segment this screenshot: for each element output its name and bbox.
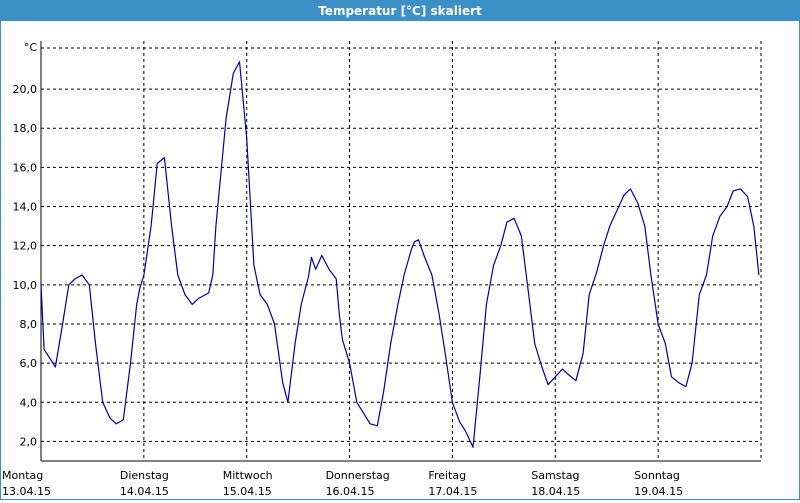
y-tick-label: 20,0	[13, 83, 38, 96]
y-tick-label: 6,0	[20, 357, 38, 370]
x-date-label: 17.04.15	[428, 485, 477, 498]
x-day-label: Dienstag	[120, 469, 169, 482]
y-tick-label: 2,0	[20, 435, 38, 448]
y-axis-unit-label: °C	[24, 41, 38, 54]
temperature-chart: 2,0 4,0 6,0 8,0 10,0 12,0 14,0 16,0 18,0 20,0 °C Mo…	[2, 41, 762, 498]
x-day-label: Freitag	[428, 469, 466, 482]
axis-labels: 2,0 4,0 6,0 8,0 10,0 12,0 14,0 16,0 18,0 20,0 °C Mo…	[2, 41, 683, 498]
series-layer	[40, 61, 760, 448]
x-date-label: 13.04.15	[2, 485, 51, 498]
x-day-label: Sonntag	[634, 469, 680, 482]
x-day-label: Donnerstag	[326, 469, 390, 482]
x-date-label: 14.04.15	[120, 485, 169, 498]
y-tick-label: 18,0	[13, 122, 38, 135]
y-tick-label: 8,0	[20, 318, 38, 331]
grid	[40, 41, 762, 462]
x-date-label: 19.04.15	[634, 485, 683, 498]
x-date-label: 15.04.15	[223, 485, 272, 498]
x-day-label: Mittwoch	[223, 469, 273, 482]
y-tick-label: 4,0	[20, 396, 38, 409]
chart-area: 2,0 4,0 6,0 8,0 10,0 12,0 14,0 16,0 18,0 20,0 °C Mo…	[1, 21, 799, 499]
x-day-label: Montag	[2, 469, 43, 482]
x-date-label: 16.04.15	[326, 485, 375, 498]
y-tick-label: 12,0	[13, 240, 38, 253]
x-date-label: 18.04.15	[531, 485, 580, 498]
temperature-series-line	[40, 61, 760, 448]
window-title: Temperatur [°C] skaliert	[1, 1, 799, 21]
y-tick-label: 10,0	[13, 279, 38, 292]
y-tick-label: 14,0	[13, 201, 38, 214]
x-day-label: Samstag	[531, 469, 579, 482]
y-tick-label: 16,0	[13, 161, 38, 174]
